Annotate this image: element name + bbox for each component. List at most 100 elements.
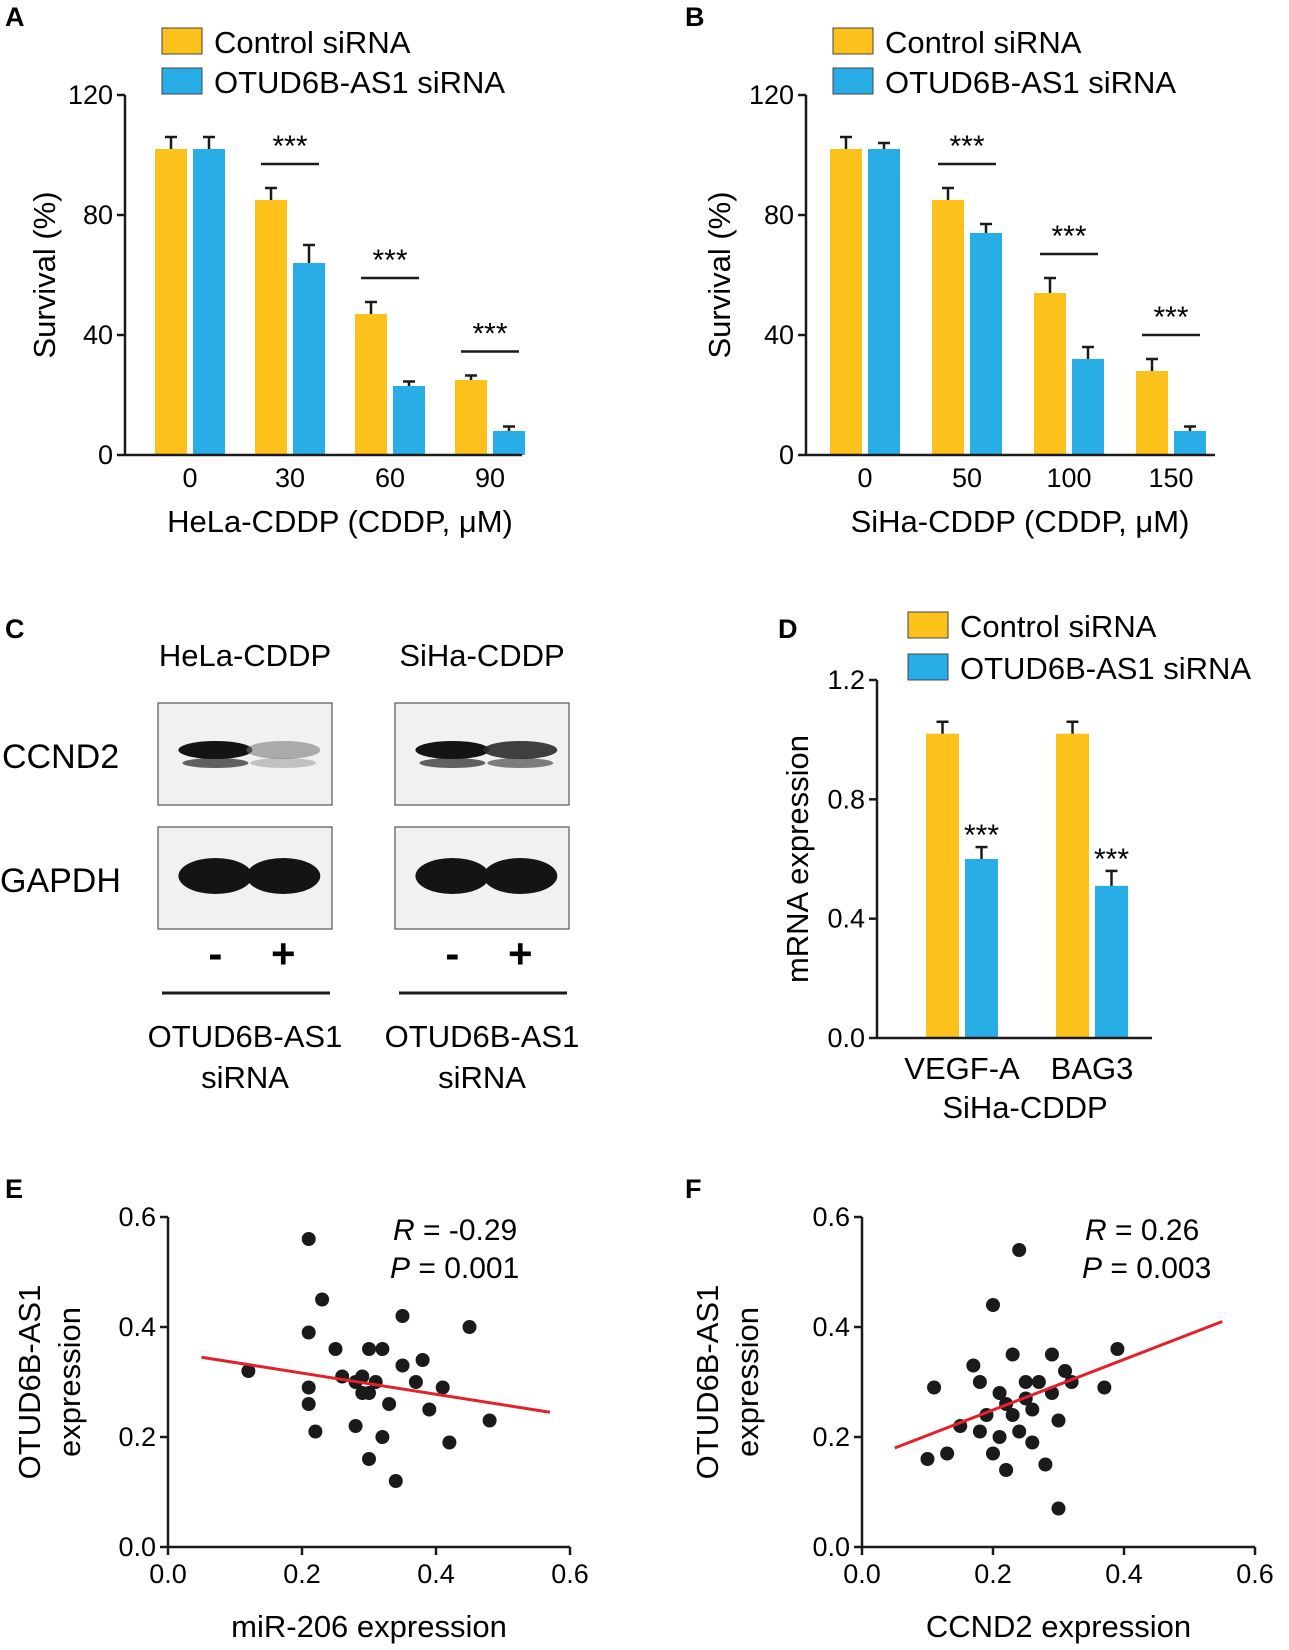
- band-gapdh-lane4: [483, 858, 558, 894]
- bar-knockdown-VEGF-A: [965, 859, 998, 1038]
- significance-stars-60: ***: [372, 244, 407, 277]
- panel-letter-b: B: [685, 2, 705, 32]
- legend-swatch-control: [832, 27, 874, 55]
- data-point-7: [328, 1342, 343, 1356]
- treatment-label-line1-0: OTUD6B-AS1: [148, 1019, 343, 1054]
- band-gapdh-lane3: [415, 858, 490, 894]
- bar-knockdown-0: [193, 149, 225, 455]
- y-tick-label-0.6: 0.6: [812, 1202, 850, 1232]
- bar-knockdown-60: [393, 386, 425, 455]
- x-axis-title: miR-206 expression: [231, 1609, 507, 1644]
- treatment-label-line1-1: OTUD6B-AS1: [385, 1019, 580, 1054]
- y-axis-title-line1: OTUD6B-AS1: [12, 1285, 47, 1480]
- data-point-14: [362, 1386, 376, 1400]
- data-point-10: [348, 1419, 363, 1433]
- data-point-5: [972, 1375, 987, 1389]
- data-point-23: [408, 1375, 423, 1389]
- data-point-12: [355, 1369, 370, 1384]
- blot-group-title-0: HeLa-CDDP: [159, 638, 331, 673]
- data-point-5: [315, 1292, 330, 1307]
- band-ccnd2-lower-lane4: [487, 758, 554, 768]
- y-axis-title: mRNA expression: [780, 735, 815, 983]
- x-tick-label-0.4: 0.4: [1105, 1559, 1143, 1589]
- data-point-1: [301, 1232, 316, 1246]
- y-axis-title-line2: expression: [52, 1307, 87, 1457]
- y-tick-label-1.2: 1.2: [827, 665, 865, 695]
- legend-swatch-knockdown: [832, 67, 874, 95]
- y-tick-label-0.4: 0.4: [118, 1312, 156, 1342]
- data-point-20: [388, 1474, 403, 1488]
- y-axis-title-line1: OTUD6B-AS1: [690, 1285, 725, 1480]
- data-point-20: [1025, 1402, 1040, 1417]
- legend-label-knockdown: OTUD6B-AS1 siRNA: [214, 65, 505, 100]
- data-point-18: [1018, 1375, 1033, 1389]
- data-point-13: [362, 1342, 376, 1356]
- western-blot-panel-c: HeLa-CDDP - + OTUD6B-AS1 siRNA SiHa-CDDP - + OTU…: [0, 638, 579, 1095]
- data-point-27: [1051, 1501, 1066, 1516]
- data-point-21: [395, 1309, 410, 1323]
- data-point-29: [482, 1413, 497, 1428]
- bar-knockdown-50: [970, 233, 1002, 455]
- data-point-10: [992, 1386, 1007, 1400]
- legend-label-control: Control siRNA: [960, 609, 1157, 644]
- panel-letter-f: F: [685, 1174, 702, 1204]
- band-ccnd2-lower-lane1: [182, 758, 249, 768]
- bar-knockdown-BAG3: [1095, 885, 1128, 1038]
- data-point-2: [940, 1446, 955, 1461]
- bar-knockdown-0: [868, 149, 900, 455]
- bar-control-0: [830, 149, 862, 455]
- band-ccnd2-lower-lane2: [250, 758, 317, 768]
- data-point-25: [422, 1402, 437, 1417]
- band-gapdh-lane1: [178, 858, 253, 894]
- data-point-6: [308, 1424, 323, 1439]
- bar-control-90: [455, 380, 487, 455]
- data-point-2: [301, 1325, 316, 1340]
- y-tick-label-40: 40: [764, 320, 794, 350]
- data-point-4: [966, 1358, 981, 1373]
- y-tick-label-0.4: 0.4: [812, 1312, 850, 1342]
- x-tick-label-90: 90: [475, 463, 505, 493]
- legend-label-control: Control siRNA: [885, 25, 1082, 60]
- y-axis-title: Survival (%): [27, 191, 62, 358]
- x-axis-title: SiHa-CDDP: [942, 1090, 1107, 1125]
- bar-control-60: [355, 314, 387, 455]
- band-gapdh-lane2: [246, 858, 321, 894]
- blot-group-title-1: SiHa-CDDP: [399, 638, 564, 673]
- data-point-26: [1051, 1413, 1066, 1428]
- treatment-label-line2-0: siRNA: [201, 1060, 289, 1095]
- x-tick-label-0.2: 0.2: [974, 1559, 1012, 1589]
- data-point-9: [986, 1446, 1000, 1461]
- data-point-22: [1031, 1375, 1046, 1389]
- bar-control-VEGF-A: [926, 733, 959, 1038]
- y-tick-label-0.0: 0.0: [827, 1023, 865, 1053]
- treatment-sign-4: +: [508, 930, 533, 977]
- y-tick-label-0.8: 0.8: [827, 784, 865, 814]
- x-tick-label-0: 0: [182, 463, 197, 493]
- correlation-p: P = 0.003: [1082, 1252, 1211, 1285]
- data-point-6: [972, 1424, 987, 1439]
- significance-stars-30: ***: [272, 130, 307, 163]
- panel-letter-a: A: [5, 2, 25, 32]
- data-point-27: [442, 1435, 457, 1450]
- x-tick-label-60: 60: [375, 463, 405, 493]
- x-axis-title: CCND2 expression: [926, 1609, 1191, 1644]
- regression-line: [894, 1320, 1223, 1450]
- data-point-28: [1058, 1364, 1073, 1378]
- x-tick-label-VEGF-A: VEGF-A: [904, 1051, 1020, 1086]
- legend-label-knockdown: OTUD6B-AS1 siRNA: [960, 651, 1251, 686]
- bar-control-0: [155, 149, 187, 455]
- data-point-17: [375, 1430, 390, 1444]
- bar-knockdown-100: [1072, 359, 1104, 455]
- x-tick-label-150: 150: [1148, 463, 1193, 493]
- legend-swatch-knockdown: [161, 67, 203, 95]
- bar-knockdown-150: [1174, 431, 1206, 455]
- data-point-18: [375, 1342, 390, 1356]
- bar-knockdown-30: [293, 263, 325, 455]
- data-point-21: [1025, 1435, 1040, 1450]
- data-point-8: [986, 1298, 1000, 1312]
- scatter-panel-e: 0.0 0.2 0.4 0.6 0.0 0.2 0.4 0.6 R = -0.29 P = 0.0…: [12, 1202, 589, 1644]
- panel-letter-c: C: [5, 614, 25, 644]
- x-tick-label-0.6: 0.6: [1236, 1559, 1274, 1589]
- data-point-12: [999, 1463, 1014, 1477]
- significance-stars-150: ***: [1153, 301, 1188, 334]
